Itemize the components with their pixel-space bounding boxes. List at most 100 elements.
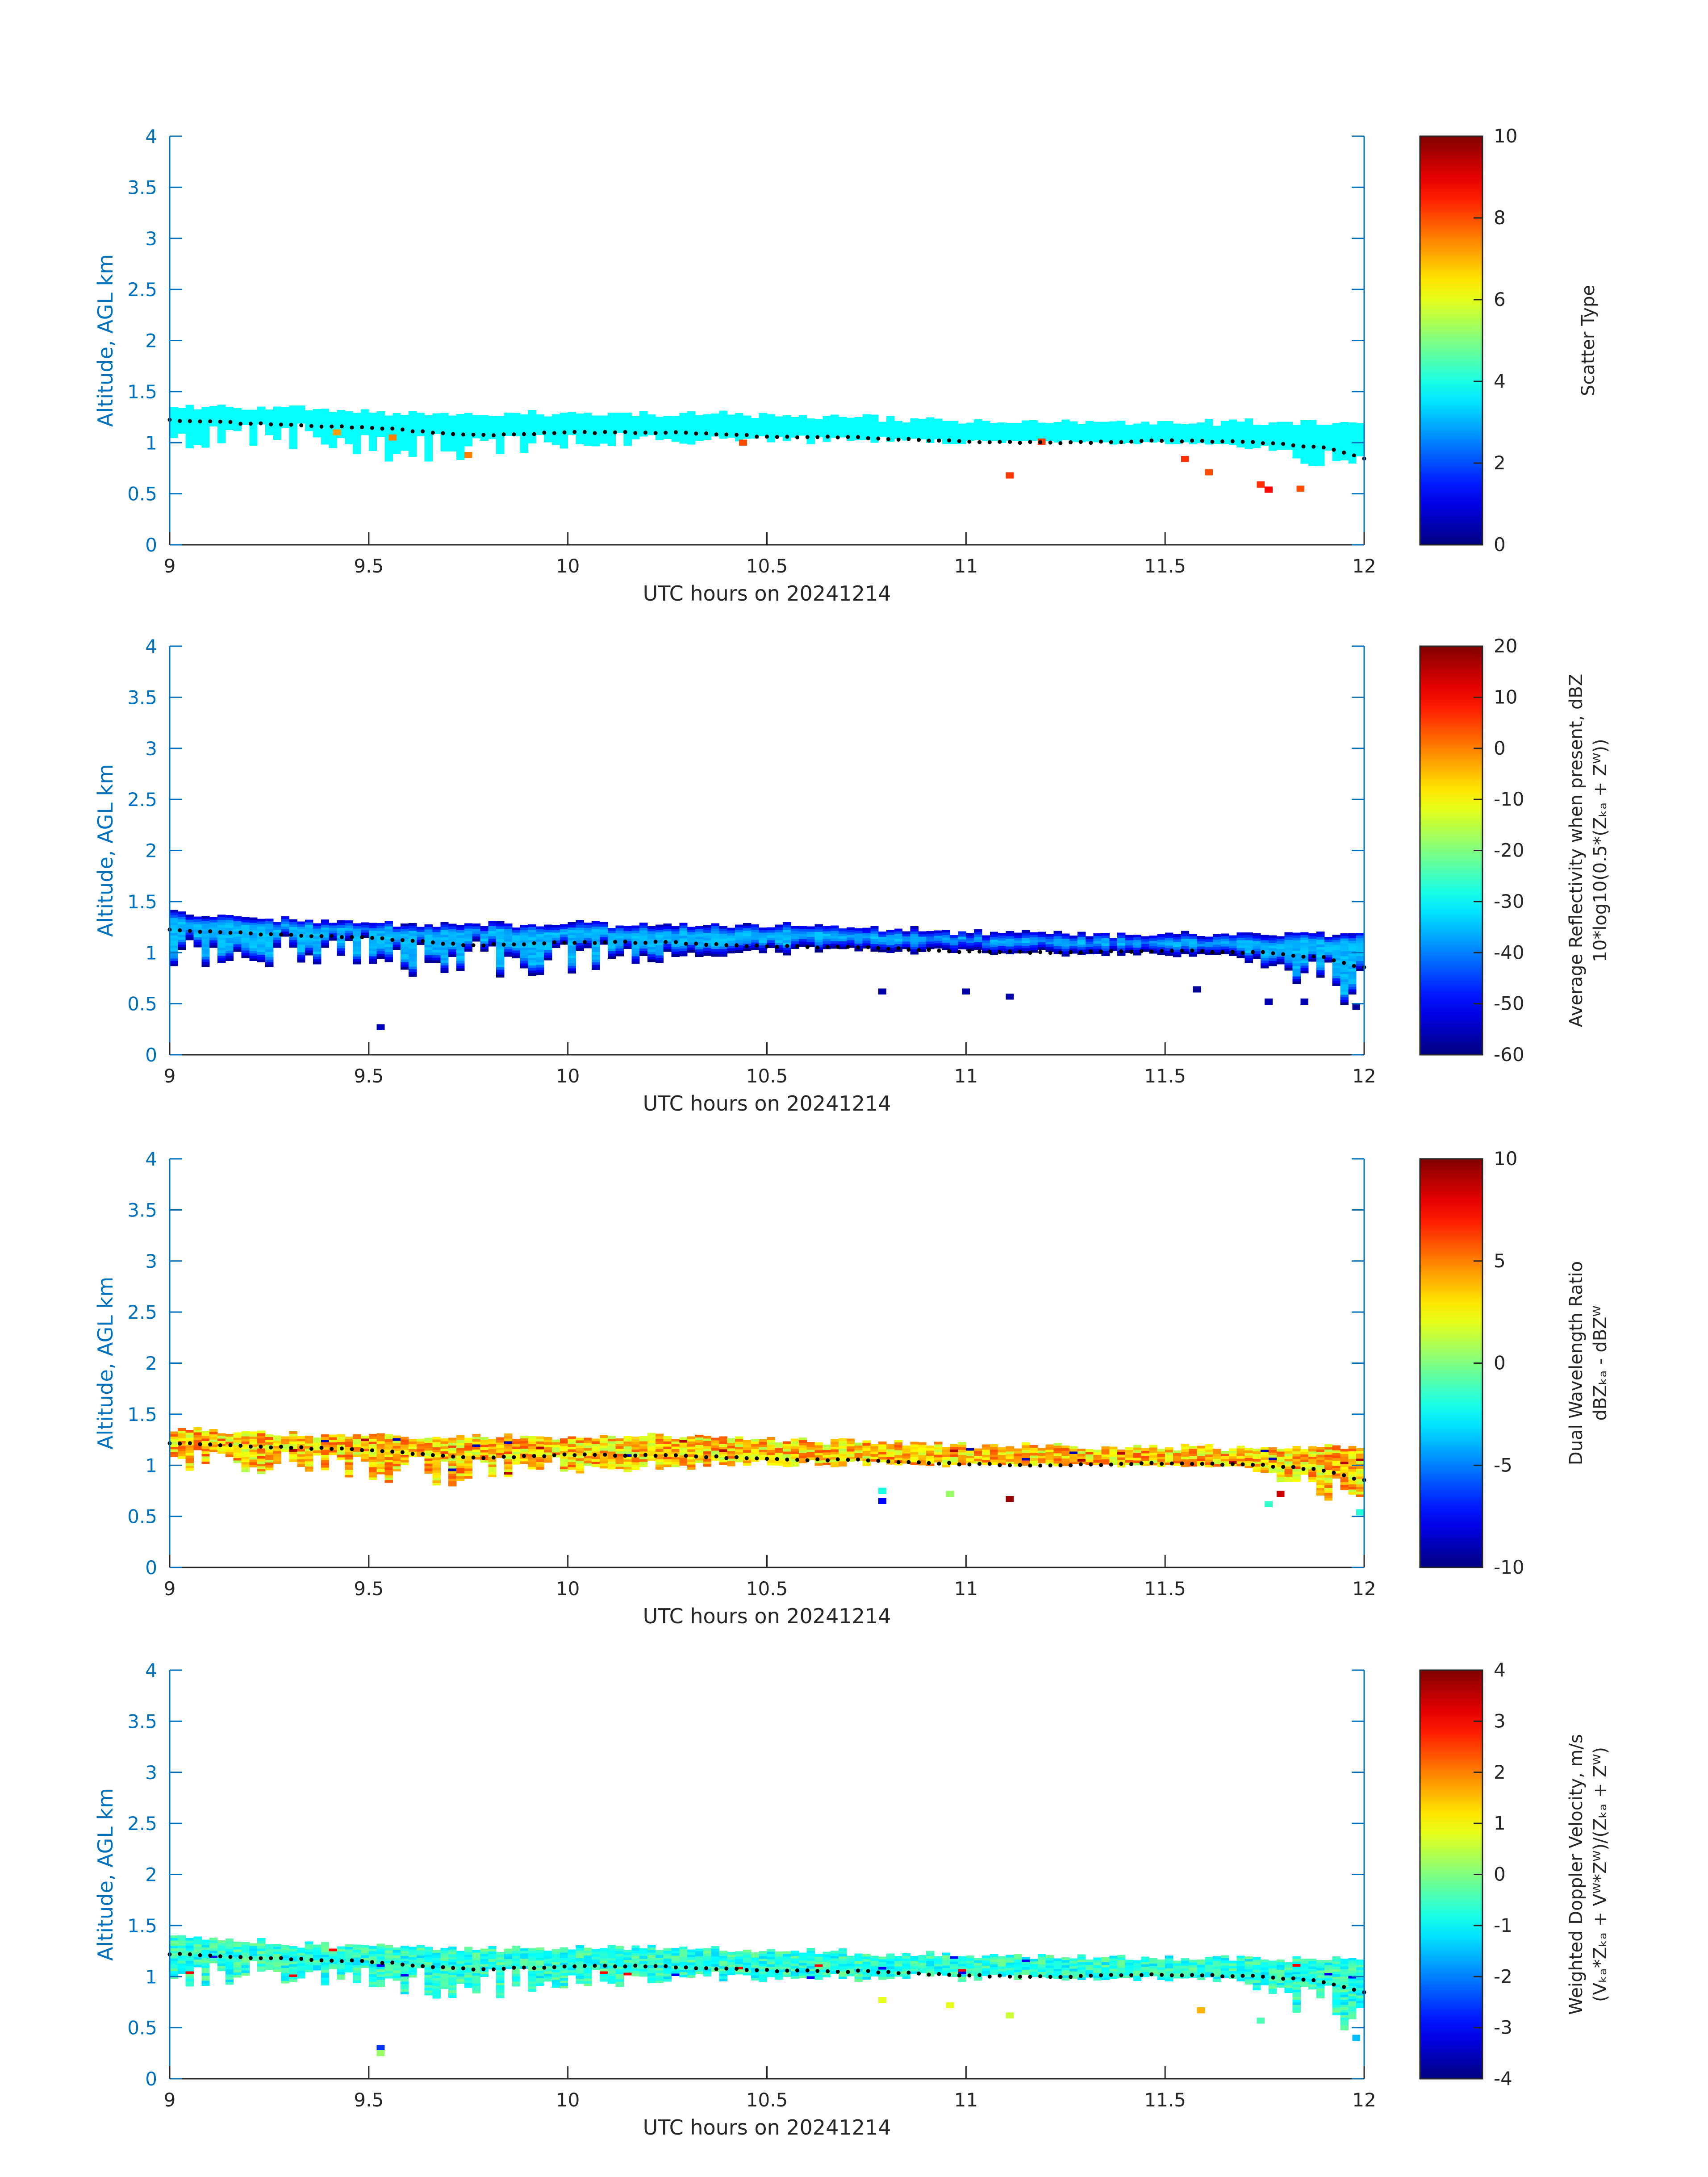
- heatmap-cell: [862, 1443, 871, 1446]
- heatmap-cell: [265, 1434, 274, 1437]
- heatmap-cell: [846, 1438, 855, 1442]
- heatmap-cell: [886, 942, 895, 945]
- heatmap-cell: [496, 972, 505, 975]
- heatmap-cell: [679, 928, 688, 931]
- heatmap-cell: [735, 935, 743, 938]
- heatmap-cell: [1061, 936, 1070, 939]
- heatmap-cell: [504, 923, 513, 927]
- heatmap-cell: [1030, 1455, 1038, 1458]
- heatmap-cell: [273, 942, 282, 945]
- heatmap-cell: [727, 1458, 735, 1462]
- heatmap-cell: [1030, 942, 1038, 945]
- heatmap-cell: [1006, 430, 1014, 434]
- heatmap-cell: [568, 1451, 576, 1454]
- heatmap-cell: [607, 441, 616, 444]
- heatmap-cell: [1101, 1451, 1110, 1454]
- heatmap-cell: [432, 952, 441, 955]
- heatmap-cell: [401, 1454, 409, 1458]
- heatmap-cell: [1061, 1453, 1070, 1456]
- heatmap-cell: [1348, 953, 1357, 957]
- heatmap-cell: [1037, 937, 1046, 940]
- heatmap-cell: [1261, 955, 1269, 958]
- heatmap-cell: [496, 431, 505, 434]
- heatmap-cell: [926, 425, 935, 428]
- heatmap-cell: [528, 965, 536, 968]
- heatmap-cell: [679, 428, 688, 431]
- heatmap-cell: [536, 1449, 544, 1452]
- cloud-top-point: [603, 430, 607, 434]
- heatmap-cell: [225, 920, 234, 923]
- heatmap-cell: [257, 1433, 266, 1436]
- heatmap-cell: [313, 1440, 322, 1443]
- heatmap-cell: [759, 433, 767, 436]
- heatmap-cell: [719, 428, 727, 431]
- heatmap-cell: [806, 434, 815, 437]
- cloud-top-point: [927, 439, 931, 443]
- heatmap-cell: [209, 1450, 218, 1453]
- heatmap-cell: [854, 933, 863, 936]
- heatmap-cell: [305, 1448, 313, 1451]
- heatmap-cell: [409, 931, 417, 934]
- heatmap-cell: [265, 949, 274, 952]
- heatmap-cell: [313, 949, 322, 952]
- heatmap-cell: [241, 1436, 250, 1439]
- heatmap-cell: [647, 1448, 656, 1451]
- heatmap-cell: [249, 956, 258, 959]
- heatmap-cell: [568, 965, 576, 969]
- heatmap-cell: [544, 1450, 552, 1453]
- heatmap-cell: [448, 1453, 457, 1456]
- heatmap-cell: [814, 1445, 823, 1448]
- colorbar-gradient: [1419, 645, 1483, 1056]
- heatmap-cell: [1141, 1463, 1149, 1467]
- heatmap-cell: [631, 946, 640, 949]
- heatmap-cell: [504, 428, 513, 431]
- heatmap-cell: [974, 942, 982, 945]
- heatmap-cell: [751, 1441, 760, 1444]
- heatmap-cell: [345, 429, 353, 432]
- heatmap-cell: [1093, 946, 1102, 949]
- heatmap-cell: [1213, 949, 1221, 953]
- heatmap-cell: [536, 419, 544, 422]
- heatmap-cell: [735, 421, 743, 424]
- heatmap-cell: [273, 419, 282, 422]
- heatmap-cell: [798, 418, 807, 421]
- heatmap-cell: [1205, 421, 1213, 424]
- heatmap-cell: [273, 929, 282, 932]
- heatmap-cell: [464, 1458, 473, 1461]
- heatmap-cell: [711, 1445, 719, 1448]
- heatmap-cell: [528, 1444, 536, 1447]
- heatmap-cell: [568, 942, 576, 945]
- heatmap-cell: [289, 418, 297, 421]
- heatmap-cell: [1316, 440, 1325, 443]
- heatmap-cell: [472, 430, 480, 433]
- heatmap-cell: [297, 416, 305, 419]
- heatmap-cell: [806, 926, 815, 929]
- heatmap-cell: [934, 1454, 943, 1458]
- heatmap-cell: [942, 431, 951, 434]
- heatmap-cell: [337, 940, 345, 944]
- cloud-top-point: [815, 435, 820, 439]
- cloud-top-point: [1301, 444, 1306, 449]
- heatmap-cell: [600, 1443, 608, 1446]
- heatmap-cell: [831, 1452, 839, 1455]
- heatmap-cell: [480, 931, 489, 934]
- heatmap-cell: [464, 1468, 473, 1471]
- heatmap-cell: [814, 929, 823, 932]
- heatmap-cell: [663, 426, 672, 429]
- heatmap-cell: [384, 1465, 393, 1468]
- heatmap-cell: [679, 423, 688, 426]
- heatmap-cell: [496, 1447, 505, 1450]
- heatmap-cell: [170, 940, 178, 944]
- heatmap-cell: [1332, 965, 1341, 968]
- heatmap-cell: [424, 454, 433, 457]
- heatmap-cell: [1244, 940, 1253, 943]
- heatmap-cell: [631, 1439, 640, 1442]
- heatmap-cell: [185, 409, 194, 413]
- heatmap-cell: [806, 929, 815, 932]
- heatmap-cell: [671, 952, 680, 955]
- heatmap-cell: [424, 934, 433, 937]
- cloud-top-point: [1048, 951, 1052, 955]
- heatmap-cell: [671, 946, 680, 949]
- heatmap-cell: [520, 925, 528, 928]
- heatmap-cell: [631, 928, 640, 931]
